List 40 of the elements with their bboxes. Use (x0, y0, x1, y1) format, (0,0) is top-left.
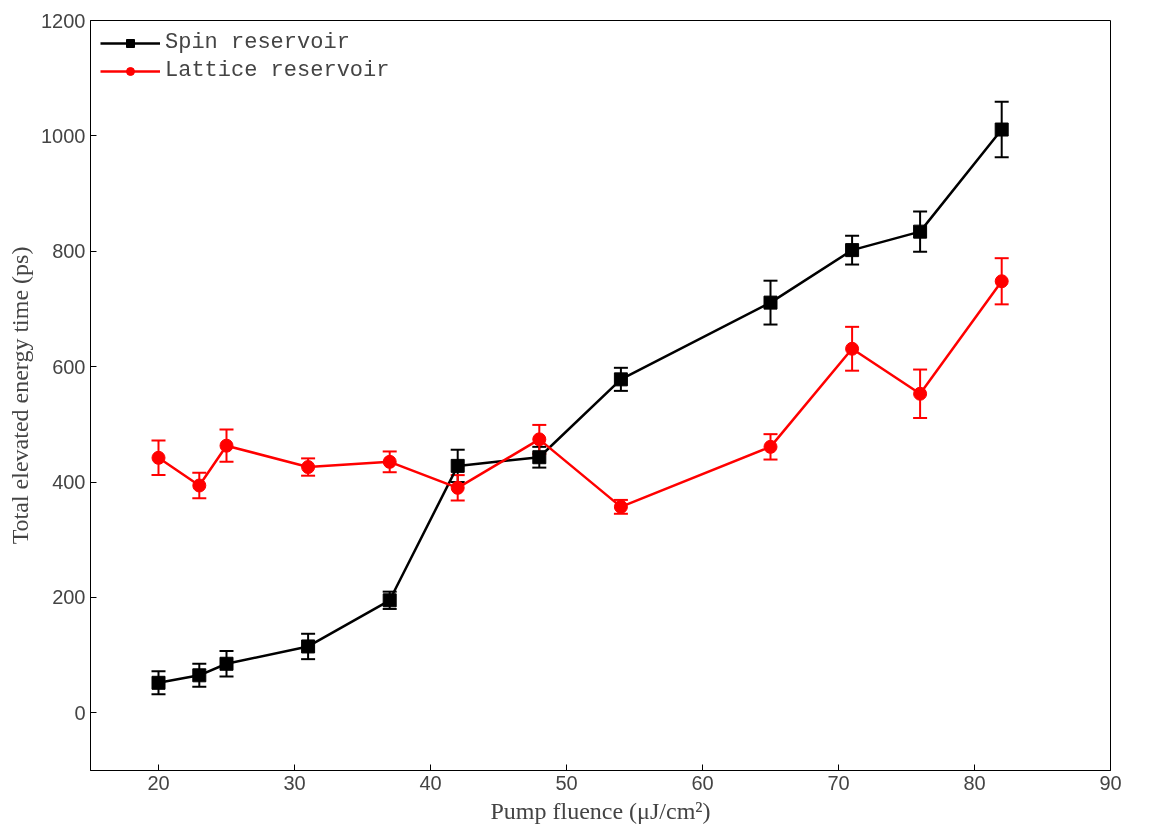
x-axis-title: Pump fluence (μJ/cm²) (490, 797, 711, 824)
point (913, 224, 928, 239)
point (994, 274, 1009, 289)
point (763, 439, 778, 454)
point (845, 341, 860, 356)
x-tick-label: 70 (827, 771, 850, 794)
point (845, 243, 860, 258)
y-tick-label: 200 (52, 586, 86, 609)
point (192, 668, 207, 683)
point (151, 450, 166, 465)
point (763, 295, 778, 310)
point (151, 675, 166, 690)
y-tick-label: 600 (52, 355, 86, 378)
x-tick-label: 30 (283, 771, 306, 794)
point (532, 432, 547, 447)
legend-label: Spin reservoir (165, 30, 350, 55)
point (450, 458, 465, 473)
y-axis-title: Total elevated energy time (ps) (7, 246, 34, 545)
x-tick-label: 60 (691, 771, 714, 794)
y-tick-label: 1200 (41, 9, 86, 32)
x-tick-label: 40 (419, 771, 442, 794)
y-tick-label: 1000 (41, 124, 86, 147)
y-tick-label: 800 (52, 240, 86, 263)
x-tick-label: 80 (963, 771, 986, 794)
legend-label: Lattice reservoir (165, 58, 390, 83)
point (382, 454, 397, 469)
point (532, 450, 547, 465)
x-tick-label: 90 (1099, 771, 1122, 794)
x-tick-label: 50 (555, 771, 578, 794)
point (994, 122, 1009, 137)
point (192, 478, 207, 493)
point (450, 480, 465, 495)
point (219, 656, 234, 671)
point (913, 386, 928, 401)
point (301, 639, 316, 654)
point (613, 372, 628, 387)
y-tick-label: 400 (52, 471, 86, 494)
y-tick-label: 0 (74, 701, 86, 724)
x-tick-label: 20 (147, 771, 170, 794)
point (219, 438, 234, 453)
